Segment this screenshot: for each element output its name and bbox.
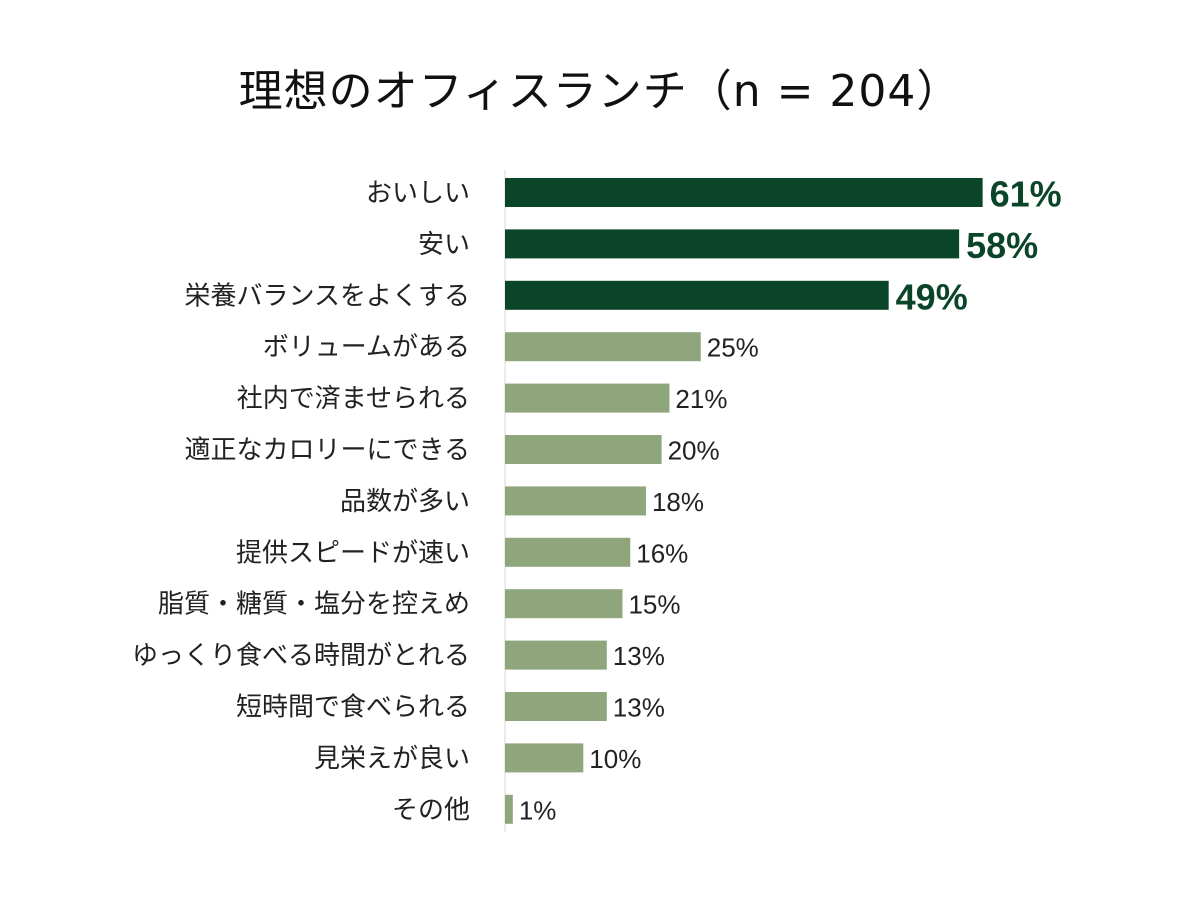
- value-label: 21%: [675, 384, 727, 414]
- category-label: 品数が多い: [340, 487, 470, 517]
- bar: [505, 229, 960, 259]
- bar: [505, 435, 662, 464]
- value-label: 49%: [896, 276, 968, 317]
- category-label: 短時間で食べられる: [236, 693, 470, 723]
- bar: [505, 486, 646, 516]
- category-label: 提供スピードが速い: [236, 538, 470, 568]
- category-label: その他: [392, 795, 470, 825]
- value-label: 58%: [966, 225, 1038, 266]
- bar: [505, 589, 623, 619]
- category-label: 見栄えが良い: [314, 744, 470, 774]
- bar: [505, 383, 670, 413]
- value-label: 25%: [707, 333, 759, 363]
- value-label: 10%: [589, 744, 641, 774]
- bar: [505, 794, 513, 824]
- value-label: 18%: [652, 487, 704, 517]
- category-label: ボリュームがある: [263, 333, 470, 363]
- bar: [505, 178, 983, 207]
- value-label: 13%: [613, 641, 665, 671]
- category-label: ゆっくり食べる時間がとれる: [132, 641, 470, 671]
- value-label: 1%: [519, 795, 557, 825]
- value-label: 16%: [636, 538, 688, 568]
- value-label: 61%: [990, 174, 1062, 215]
- category-label: 栄養バランスをよくする: [185, 281, 470, 311]
- value-label: 20%: [668, 436, 720, 466]
- category-label: 適正なカロリーにできる: [185, 436, 470, 466]
- category-label: 安い: [418, 230, 470, 260]
- bar: [505, 743, 584, 773]
- category-label: おいしい: [366, 179, 470, 209]
- bar: [505, 280, 889, 310]
- bar: [505, 332, 701, 362]
- bar: [505, 640, 607, 670]
- value-label: 13%: [613, 693, 665, 723]
- category-label: 脂質・糖質・塩分を控えめ: [158, 590, 470, 620]
- bar: [505, 537, 631, 567]
- category-label: 社内で済ませられる: [237, 384, 470, 414]
- value-label: 15%: [628, 590, 680, 620]
- bar: [505, 692, 607, 721]
- chart-title: 理想のオフィスランチ（n = 204）: [238, 66, 962, 117]
